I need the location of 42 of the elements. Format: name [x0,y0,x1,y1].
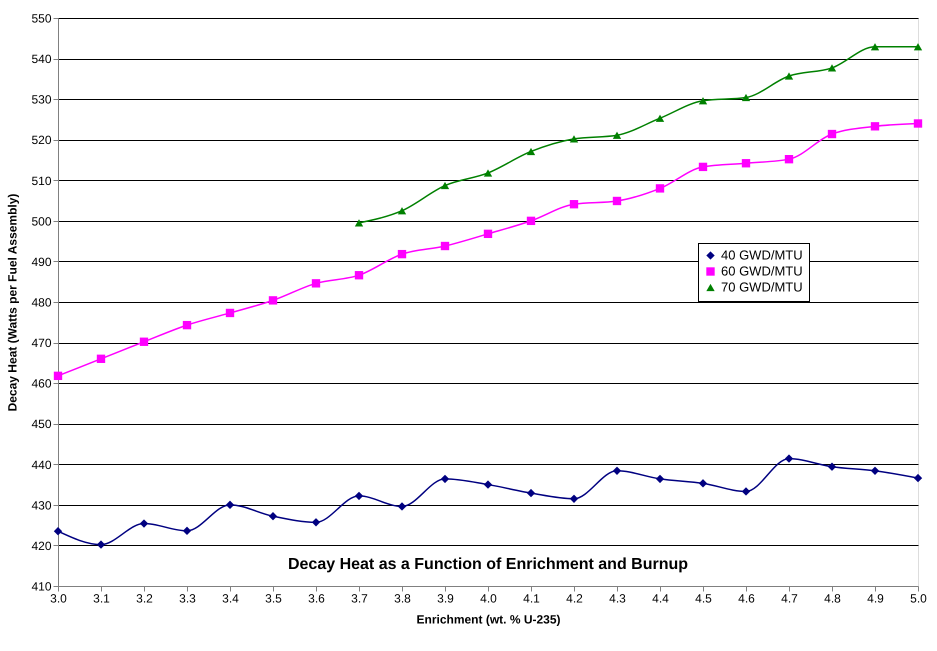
x-tick-label: 4.5 [695,592,712,606]
y-tick-label: 420 [31,538,52,553]
x-tick-label: 4.0 [480,592,498,606]
y-tick-label: 460 [31,376,52,391]
y-tick-label: 490 [31,254,52,269]
legend-label: 60 GWD/MTU [721,264,803,278]
x-tick-label: 4.3 [609,592,626,606]
y-tick-label: 500 [31,214,52,228]
x-tick-label: 4.4 [652,592,670,606]
x-tick-label: 3.6 [308,592,326,606]
y-tick-label: 470 [31,336,52,350]
x-tick-label: 3.7 [351,592,368,606]
y-axis-title: Decay Heat (Watts per Fuel Assembly) [5,194,20,412]
y-tick-label: 520 [31,133,52,148]
y-tick-label: 540 [31,52,52,66]
x-tick-label: 3.2 [136,592,154,606]
x-tick-label: 4.7 [781,592,798,606]
x-tick-label: 4.8 [824,592,842,606]
legend-label: 40 GWD/MTU [721,248,803,262]
x-tick-label: 3.4 [222,592,240,606]
y-tick-label: 440 [31,458,52,472]
x-tick-label: 3.3 [179,592,196,606]
y-tick-label: 510 [31,174,52,188]
x-tick-label: 3.0 [50,592,68,606]
x-tick-label: 4.1 [523,592,540,606]
x-axis-title: Enrichment (wt. % U-235) [416,612,561,626]
x-tick-label: 3.9 [437,592,454,606]
x-tick-label: 5.0 [910,592,928,606]
text: Decay Heat as a Function of Enrichment and Burnup [288,556,688,573]
y-tick-label: 530 [31,92,52,107]
x-tick-label: 3.5 [265,592,282,606]
y-tick-label: 430 [31,498,52,512]
x-tick-label: 4.6 [738,592,756,606]
y-tick-label: 550 [31,12,52,26]
legend-label: 70 GWD/MTU [721,280,803,294]
y-tick-label: 480 [31,296,52,310]
x-tick-label: 3.1 [93,592,110,606]
x-tick-label: 3.8 [394,592,412,606]
y-tick-label: 410 [31,580,52,594]
y-tick-label: 450 [31,417,52,432]
x-tick-label: 4.9 [867,592,884,606]
x-tick-label: 4.2 [566,592,584,606]
